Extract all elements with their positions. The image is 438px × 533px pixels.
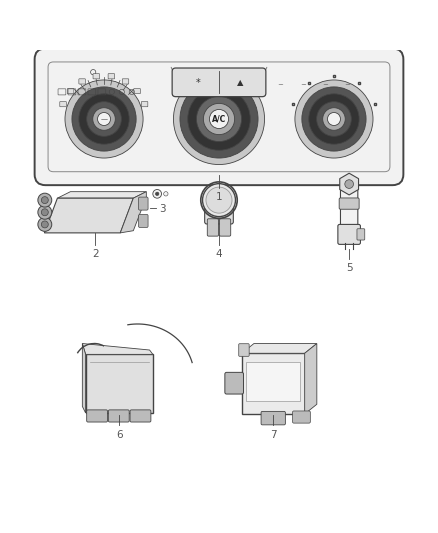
Circle shape [38, 205, 52, 219]
FancyBboxPatch shape [35, 49, 403, 185]
FancyBboxPatch shape [108, 74, 115, 79]
Circle shape [206, 187, 232, 213]
Text: 4: 4 [215, 249, 223, 259]
Polygon shape [120, 192, 146, 233]
Text: ~: ~ [322, 83, 328, 88]
Circle shape [302, 87, 366, 151]
Text: 6: 6 [116, 430, 123, 440]
FancyBboxPatch shape [205, 196, 233, 224]
Circle shape [309, 94, 359, 144]
Text: 2: 2 [92, 249, 99, 259]
Circle shape [87, 102, 121, 136]
FancyBboxPatch shape [130, 410, 151, 422]
Circle shape [188, 88, 250, 150]
FancyBboxPatch shape [134, 88, 140, 94]
Polygon shape [340, 173, 359, 195]
FancyBboxPatch shape [225, 373, 244, 394]
Text: 7: 7 [270, 430, 276, 440]
Text: —: — [101, 116, 108, 122]
Circle shape [295, 80, 373, 158]
Circle shape [345, 180, 353, 188]
Text: ~: ~ [277, 83, 283, 88]
Circle shape [153, 190, 162, 198]
FancyBboxPatch shape [67, 88, 74, 94]
FancyBboxPatch shape [261, 411, 286, 425]
FancyBboxPatch shape [172, 68, 266, 96]
FancyBboxPatch shape [60, 102, 66, 107]
FancyBboxPatch shape [108, 410, 129, 422]
Polygon shape [242, 344, 317, 353]
Text: 3: 3 [159, 204, 166, 214]
Circle shape [317, 102, 351, 136]
FancyBboxPatch shape [219, 219, 231, 236]
Circle shape [173, 74, 265, 165]
Circle shape [93, 108, 115, 130]
Circle shape [72, 87, 136, 151]
Text: ~: ~ [344, 83, 350, 88]
FancyBboxPatch shape [122, 79, 129, 84]
FancyBboxPatch shape [239, 344, 249, 356]
FancyBboxPatch shape [141, 102, 148, 107]
Polygon shape [57, 192, 146, 198]
Circle shape [38, 217, 52, 231]
Circle shape [323, 108, 345, 130]
Circle shape [196, 96, 242, 142]
Circle shape [79, 94, 129, 144]
Polygon shape [305, 344, 317, 414]
Text: *: * [196, 78, 201, 88]
Circle shape [65, 80, 143, 158]
FancyBboxPatch shape [357, 229, 365, 240]
Circle shape [41, 197, 48, 204]
Polygon shape [85, 354, 153, 413]
Circle shape [202, 184, 236, 216]
Text: 1: 1 [215, 192, 223, 202]
Circle shape [41, 209, 48, 216]
FancyBboxPatch shape [138, 214, 148, 228]
Text: ~: ~ [300, 83, 307, 88]
FancyBboxPatch shape [79, 79, 85, 84]
Circle shape [328, 112, 340, 125]
Circle shape [203, 103, 235, 135]
Polygon shape [44, 198, 133, 233]
FancyBboxPatch shape [293, 411, 310, 423]
FancyBboxPatch shape [138, 197, 148, 210]
Polygon shape [82, 343, 153, 354]
Polygon shape [82, 343, 85, 413]
Polygon shape [242, 353, 305, 414]
FancyBboxPatch shape [93, 74, 99, 79]
FancyBboxPatch shape [338, 224, 360, 244]
FancyBboxPatch shape [207, 219, 219, 236]
Circle shape [164, 192, 168, 196]
Text: ▲: ▲ [237, 78, 243, 87]
Circle shape [98, 112, 110, 125]
FancyBboxPatch shape [339, 198, 359, 209]
FancyBboxPatch shape [340, 180, 358, 229]
Circle shape [180, 80, 258, 158]
Text: A/C: A/C [212, 115, 226, 124]
Text: 5: 5 [346, 263, 353, 273]
FancyBboxPatch shape [87, 410, 107, 422]
Circle shape [38, 193, 52, 207]
FancyBboxPatch shape [246, 362, 300, 401]
Circle shape [209, 109, 229, 128]
Circle shape [155, 192, 159, 196]
Circle shape [41, 221, 48, 228]
